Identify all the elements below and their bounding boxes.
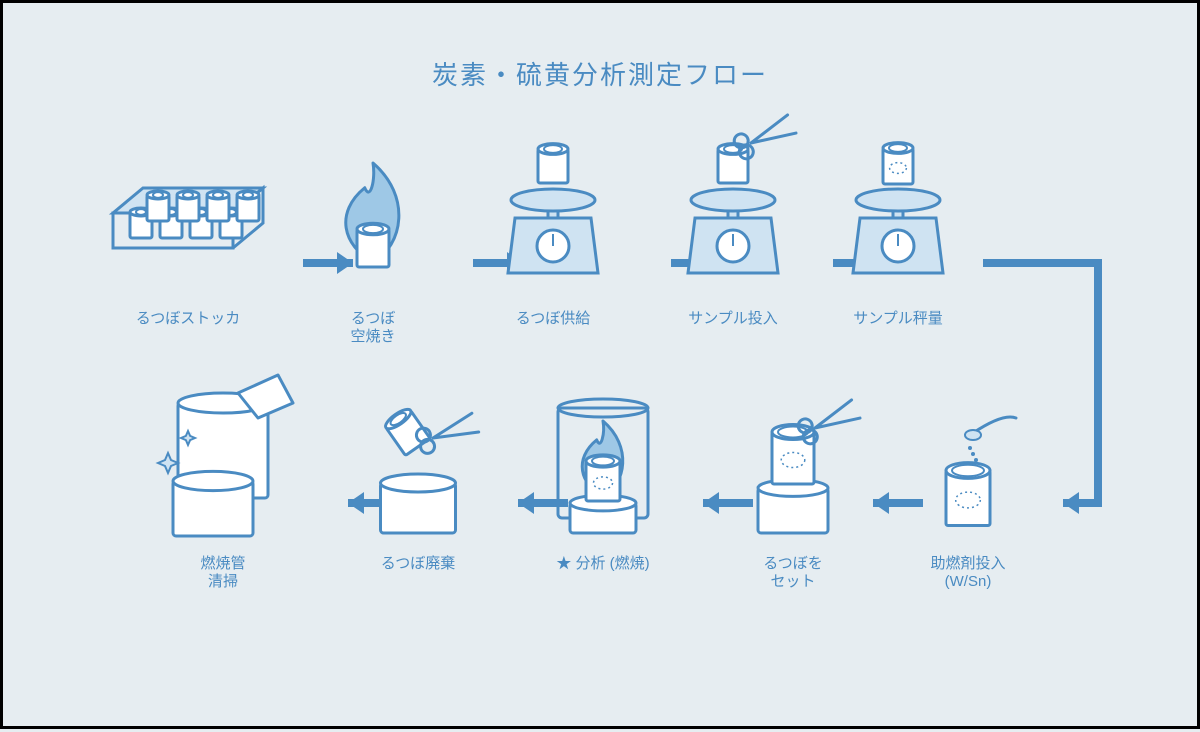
diagram-frame: 炭素・硫黄分析測定フロー るつぼストッカるつぼ空焼きるつぼ供給サンプル投入サンプ… <box>0 0 1200 729</box>
step-label: 空焼き <box>350 328 395 345</box>
step-label: るつぼ廃棄 <box>381 554 455 572</box>
step-s6: 助燃剤投入(W/Sn) <box>930 417 1016 590</box>
step-label: (W/Sn) <box>945 573 992 590</box>
step-label: 清掃 <box>208 572 238 590</box>
step-label: セット <box>770 573 815 590</box>
step-label: ★ 分析 (燃焼) <box>556 554 649 572</box>
step-s3: るつぼ供給 <box>508 144 598 327</box>
step-label: 燃焼管 <box>200 554 245 572</box>
step-label: 助燃剤投入 <box>930 554 1005 572</box>
step-s5: サンプル秤量 <box>853 143 943 327</box>
step-s1: るつぼストッカ <box>113 188 263 327</box>
flow-canvas: るつぼストッカるつぼ空焼きるつぼ供給サンプル投入サンプル秤量助燃剤投入(W/Sn… <box>3 3 1200 732</box>
step-s10: 燃焼管清掃 <box>158 375 293 590</box>
step-label: るつぼ供給 <box>516 310 590 327</box>
step-s2: るつぼ空焼き <box>346 163 399 345</box>
step-label: サンプル秤量 <box>853 310 943 327</box>
step-label: るつぼ <box>351 310 395 327</box>
step-s4: サンプル投入 <box>688 112 797 327</box>
step-s8: ★ 分析 (燃焼) <box>556 399 649 572</box>
step-label: るつぼストッカ <box>136 310 240 327</box>
step-label: サンプル投入 <box>688 310 778 327</box>
step-s9: るつぼ廃棄 <box>381 406 480 572</box>
step-s7: るつぼをセット <box>758 397 861 590</box>
step-label: るつぼを <box>763 555 822 572</box>
